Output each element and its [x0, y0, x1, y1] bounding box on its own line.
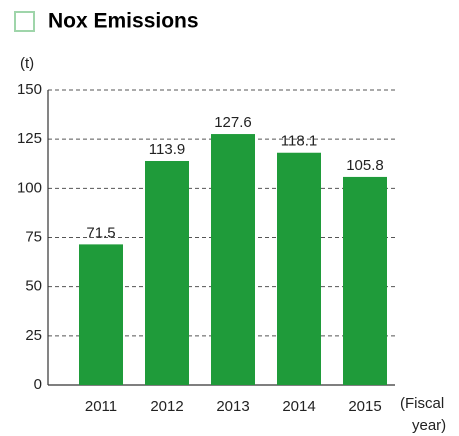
bar: [343, 176, 387, 385]
x-axis-label: (Fiscal: [400, 395, 444, 412]
y-axis-label: (t): [20, 55, 34, 72]
y-tick-label: 150: [17, 81, 42, 98]
value-label: 105.8: [346, 157, 384, 174]
x-tick-label: 2014: [282, 398, 315, 415]
bar: [79, 244, 123, 385]
bar: [145, 160, 189, 385]
title-icon: [14, 11, 35, 32]
y-tick-label: 75: [25, 228, 42, 245]
y-tick-label: 125: [17, 130, 42, 147]
bar: [211, 134, 255, 385]
y-tick-label: 25: [25, 327, 42, 344]
y-tick-label: 50: [25, 278, 42, 295]
x-tick-label: 2011: [85, 398, 117, 415]
x-tick-label: 2015: [348, 398, 381, 415]
x-tick-label: 2013: [216, 398, 249, 415]
value-label: 113.9: [149, 141, 185, 158]
chart-title: Nox Emissions: [48, 10, 199, 33]
y-tick-label: 100: [17, 179, 42, 196]
value-label: 127.6: [214, 114, 252, 131]
y-tick-label: 0: [34, 376, 42, 393]
value-label: 71.5: [86, 224, 115, 241]
x-tick-label: 2012: [150, 398, 183, 415]
bar: [277, 152, 321, 385]
value-label: 118.1: [281, 133, 317, 150]
x-axis-label: year): [412, 417, 446, 434]
